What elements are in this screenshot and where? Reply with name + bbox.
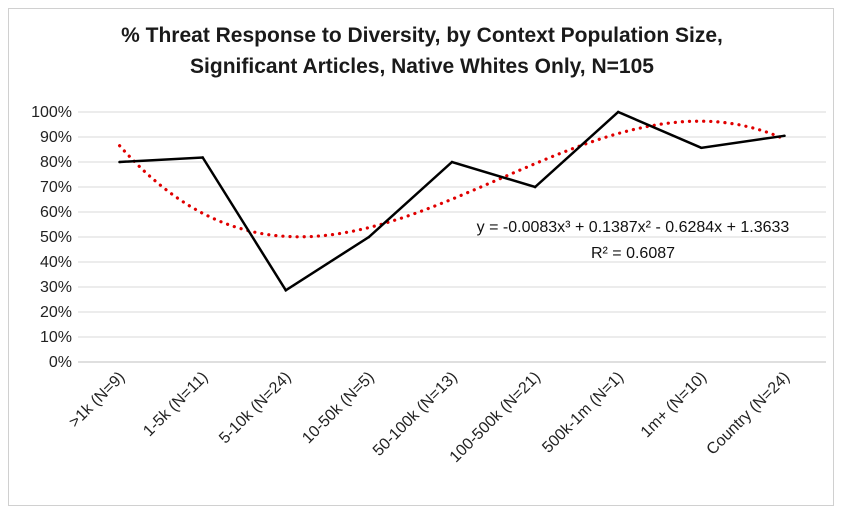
y-tick-label: 100%	[31, 104, 72, 121]
data-point	[284, 288, 288, 292]
chart-title-line-1: % Threat Response to Diversity, by Conte…	[121, 24, 723, 47]
y-tick-label: 60%	[40, 204, 72, 221]
x-tick-label: Country (N=24)	[704, 369, 794, 459]
y-tick-label: 40%	[40, 254, 72, 271]
gridlines	[78, 111, 826, 363]
trendline-r-squared: R² = 0.6087	[591, 245, 675, 262]
chart-title: % Threat Response to Diversity, by Conte…	[0, 20, 844, 82]
data-point	[118, 160, 121, 164]
y-tick-label: 50%	[40, 229, 72, 246]
chart-frame	[8, 8, 834, 506]
data-point	[700, 146, 703, 150]
y-tick-label: 20%	[40, 304, 72, 321]
y-tick-labels: 0% 10% 20% 30% 40% 50% 60% 70% 80% 90% 100%	[31, 104, 72, 371]
y-tick-label: 30%	[40, 279, 72, 296]
y-tick-label: 70%	[40, 179, 72, 196]
x-tick-labels: >1k (N=9) 1-5k (N=11) 5-10k (N=24) 10-50k (…	[66, 369, 793, 466]
x-tick-label: 500k-1m (N=1)	[539, 369, 627, 457]
x-tick-label: 100-500k (N=21)	[447, 369, 544, 466]
x-tick-label: 50-100k (N=13)	[370, 369, 461, 460]
y-tick-label: 90%	[40, 129, 72, 146]
y-tick-label: 0%	[49, 354, 72, 371]
chart-title-line-2: Significant Articles, Native Whites Only…	[190, 55, 654, 78]
data-point	[367, 235, 371, 239]
x-tick-label: 1-5k (N=11)	[140, 369, 211, 440]
data-point	[450, 160, 454, 164]
y-tick-label: 80%	[40, 154, 72, 171]
series-layer	[118, 110, 786, 293]
data-point	[616, 110, 620, 114]
x-tick-label: 1m+ (N=10)	[638, 369, 710, 441]
trendline-equation: y = -0.0083x³ + 0.1387x² - 0.6284x + 1.3…	[477, 219, 790, 236]
x-tick-label: 5-10k (N=24)	[216, 369, 294, 447]
data-point	[201, 156, 204, 159]
data-point	[533, 185, 537, 189]
data-point	[783, 134, 786, 138]
y-tick-label: 10%	[40, 329, 72, 346]
x-tick-label: >1k (N=9)	[66, 369, 128, 431]
series-line	[119, 110, 785, 293]
x-tick-label: 10-50k (N=5)	[299, 369, 377, 447]
